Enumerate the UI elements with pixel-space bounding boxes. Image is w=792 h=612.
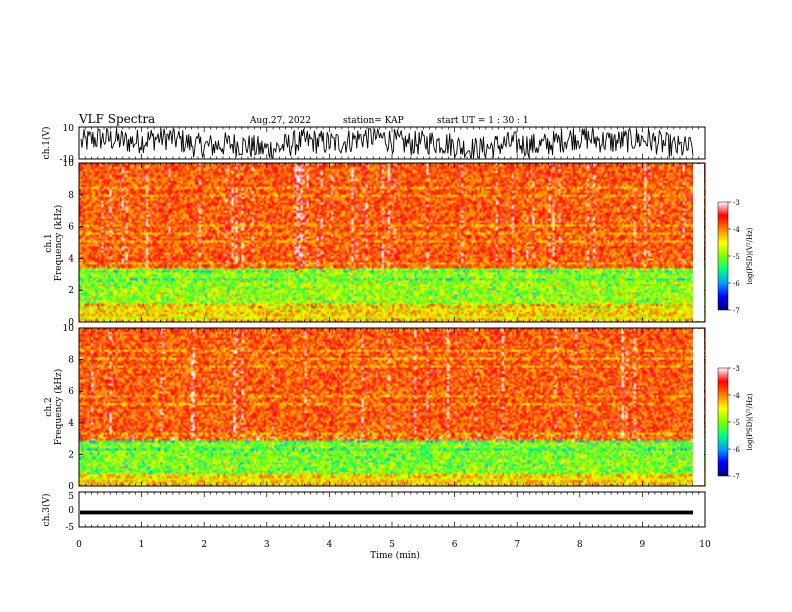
spectrogram-ytick-label: 0 xyxy=(68,318,74,328)
time-tick-label: 5 xyxy=(389,540,395,550)
colorbar-label: log(PSD)(V²/Hz) xyxy=(746,227,754,284)
ch3-waveform-frame xyxy=(78,491,706,528)
spectrogram-ytick-label: 4 xyxy=(68,419,74,429)
colorbar-tick-label: -3 xyxy=(733,199,740,207)
colorbar-tick-label: -7 xyxy=(733,307,740,315)
ch1-ytick-bottom: -10 xyxy=(60,155,75,165)
spectrogram-ytick-label: 4 xyxy=(68,254,74,264)
colorbar-tick-label: -7 xyxy=(733,473,740,481)
figure-title: VLF Spectra xyxy=(78,112,155,126)
spectrogram-ytick-label: 10 xyxy=(63,159,75,169)
ch1-waveform-line xyxy=(80,127,694,159)
ch2-spectrogram-image xyxy=(79,328,705,486)
colorbar-tick-label: -6 xyxy=(733,280,740,288)
time-tick-label: 6 xyxy=(452,540,458,550)
spectrogram-ytick-label: 0 xyxy=(68,482,74,492)
ch1-waveform-ylabel: ch.1(V) xyxy=(41,127,52,160)
ch3-ytick-middle: 0 xyxy=(68,506,74,516)
colorbar-tick-label: -5 xyxy=(733,253,740,261)
colorbar-gradient xyxy=(717,367,729,477)
time-tick-label: 3 xyxy=(264,540,270,550)
ch1-colorbar: -3 -4 -5 -6 -7 log(PSD)(V²/Hz) xyxy=(717,199,754,315)
ch1-spectrogram-ylabel-frequency: Frequency (kHz) xyxy=(53,205,64,282)
spectrogram-ytick-label: 6 xyxy=(68,223,74,233)
ch1-waveform-panel: 10 -10 ch.1(V) xyxy=(41,124,706,165)
ch2-spectrogram-panel: 0 2 4 6 8 10 ch.2 Frequency (kHz) xyxy=(44,324,706,492)
spectrogram-ytick-label: 2 xyxy=(68,286,74,296)
ch3-ytick-bottom: -5 xyxy=(65,523,74,533)
time-tick-label: 8 xyxy=(577,540,583,550)
time-tick-label: 4 xyxy=(327,540,333,550)
start-time-label: start UT = 1 : 30 : 1 xyxy=(437,116,529,126)
colorbar-label: log(PSD)(V²/Hz) xyxy=(746,393,754,450)
ch1-spectrogram-ylabel-channel: ch.1 xyxy=(44,233,54,252)
ch3-waveform-panel: 5 0 -5 ch.3(V) 0 1 2 3 4 5 6 7 8 9 10 Time (min) xyxy=(41,127,711,561)
time-tick-label: 0 xyxy=(76,540,82,550)
spectrogram-ytick-label: 6 xyxy=(68,387,74,397)
colorbar-tick-label: -5 xyxy=(733,419,740,427)
time-tick-label: 9 xyxy=(640,540,646,550)
ch1-ytick-top: 10 xyxy=(63,124,75,134)
time-tick-label: 2 xyxy=(201,540,207,550)
ch2-spectrogram-ylabel-frequency: Frequency (kHz) xyxy=(53,369,64,446)
ch1-spectrogram-empty-tail xyxy=(693,164,704,321)
ch2-spectrogram-ylabel-channel: ch.2 xyxy=(44,397,54,416)
ch3-waveform-band xyxy=(80,510,693,515)
colorbar-gradient xyxy=(717,201,729,311)
time-axis-ticks: 0 1 2 3 4 5 6 7 8 9 10 xyxy=(76,127,711,550)
station-label: station= KAP xyxy=(343,116,404,126)
spectrogram-ytick-label: 8 xyxy=(68,356,74,366)
time-tick-label: 10 xyxy=(699,540,711,550)
time-tick-label: 1 xyxy=(139,540,145,550)
ch1-spectrogram-image xyxy=(79,163,705,322)
time-axis-label: Time (min) xyxy=(370,550,420,561)
colorbar-tick-label: -4 xyxy=(733,392,740,400)
colorbar-tick-label: -3 xyxy=(733,365,740,373)
colorbar-tick-label: -6 xyxy=(733,446,740,454)
colorbar-tick-label: -4 xyxy=(733,226,740,234)
date-label: Aug.27, 2022 xyxy=(249,116,311,126)
spectrogram-ytick-label: 10 xyxy=(63,324,75,334)
ch2-spectrogram-empty-tail xyxy=(693,329,704,485)
spectrogram-ytick-label: 8 xyxy=(68,191,74,201)
ch2-colorbar: -3 -4 -5 -6 -7 log(PSD)(V²/Hz) xyxy=(717,365,754,481)
time-tick-label: 7 xyxy=(514,540,520,550)
ch3-ytick-top: 5 xyxy=(68,492,74,502)
ch1-spectrogram-panel: 0 2 4 6 8 10 ch.1 Frequency (kHz) xyxy=(44,159,706,328)
ch3-waveform-ylabel: ch.3(V) xyxy=(41,494,52,527)
spectrogram-ytick-label: 2 xyxy=(68,450,74,460)
